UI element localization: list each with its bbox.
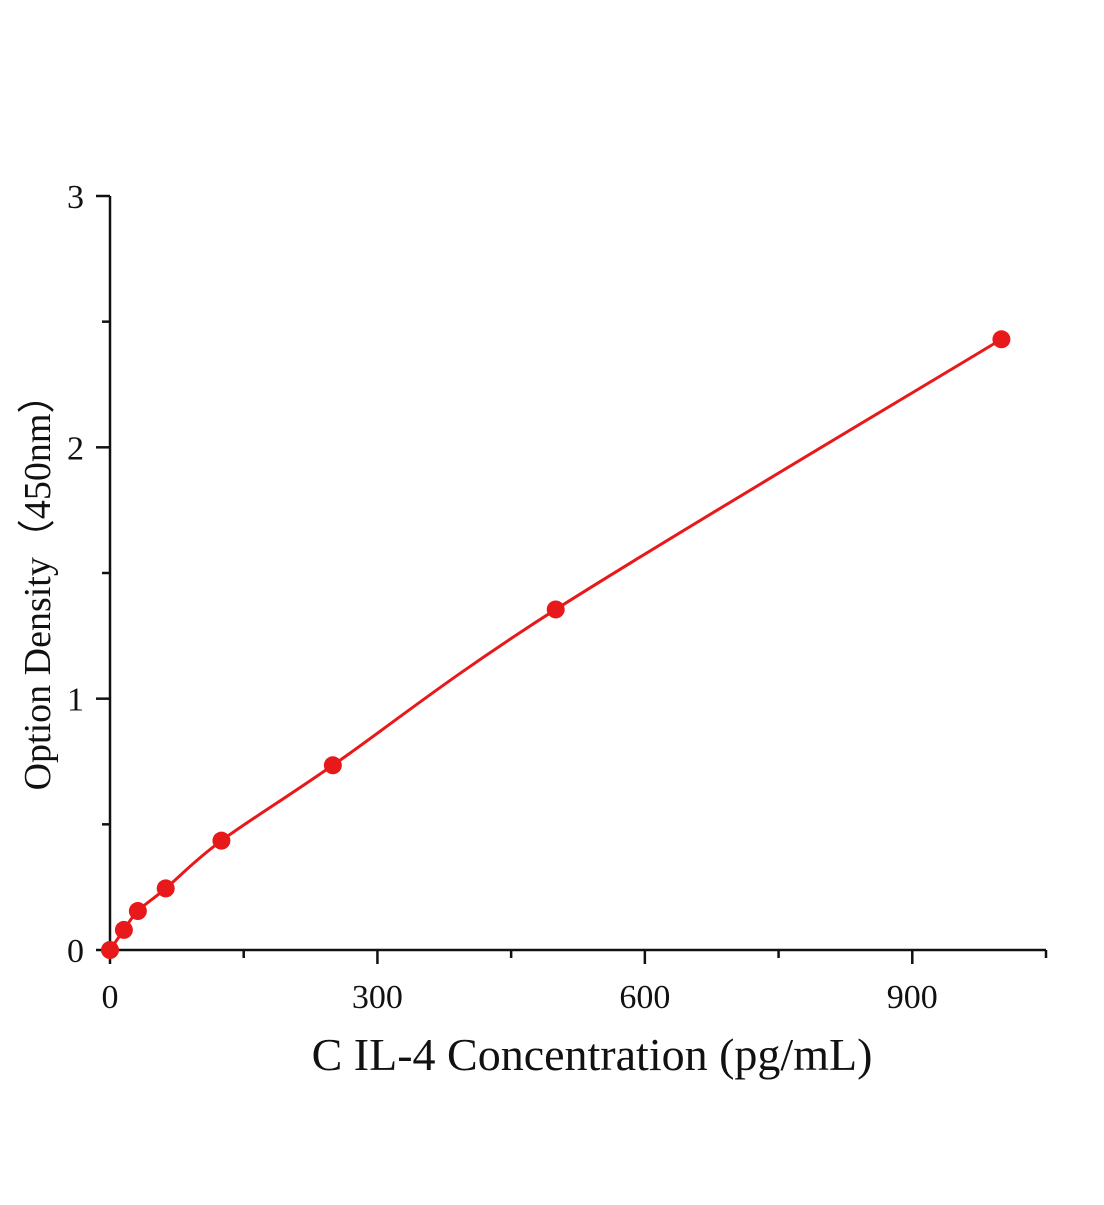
fit-curve-layer [108, 337, 1003, 951]
x-tick-label: 300 [352, 979, 403, 1016]
y-tick-label: 2 [67, 430, 84, 467]
data-point [156, 879, 175, 898]
data-point [323, 756, 342, 775]
data-points-layer [101, 330, 1011, 959]
data-point [546, 600, 565, 619]
data-point [128, 902, 147, 921]
data-point [992, 330, 1011, 349]
y-tick-label: 0 [67, 933, 84, 970]
axes: 0 300 600 900 0 1 2 3 [67, 179, 1048, 1016]
y-axis-title: Option Density（450nm） [17, 376, 59, 791]
x-axis-title: C IL-4 Concentration (pg/mL) [312, 1029, 873, 1080]
y-tick-label: 1 [67, 682, 84, 719]
data-point [114, 920, 133, 939]
data-point [212, 831, 231, 850]
data-point [101, 941, 119, 959]
x-tick-label: 600 [619, 979, 670, 1016]
y-tick-label: 3 [67, 179, 84, 216]
fit-curve [108, 337, 1003, 951]
x-tick-label: 900 [887, 979, 938, 1016]
x-tick-label: 0 [102, 979, 119, 1016]
labels-layer: C IL-4 Concentration (pg/mL) Option Dens… [17, 376, 872, 1080]
